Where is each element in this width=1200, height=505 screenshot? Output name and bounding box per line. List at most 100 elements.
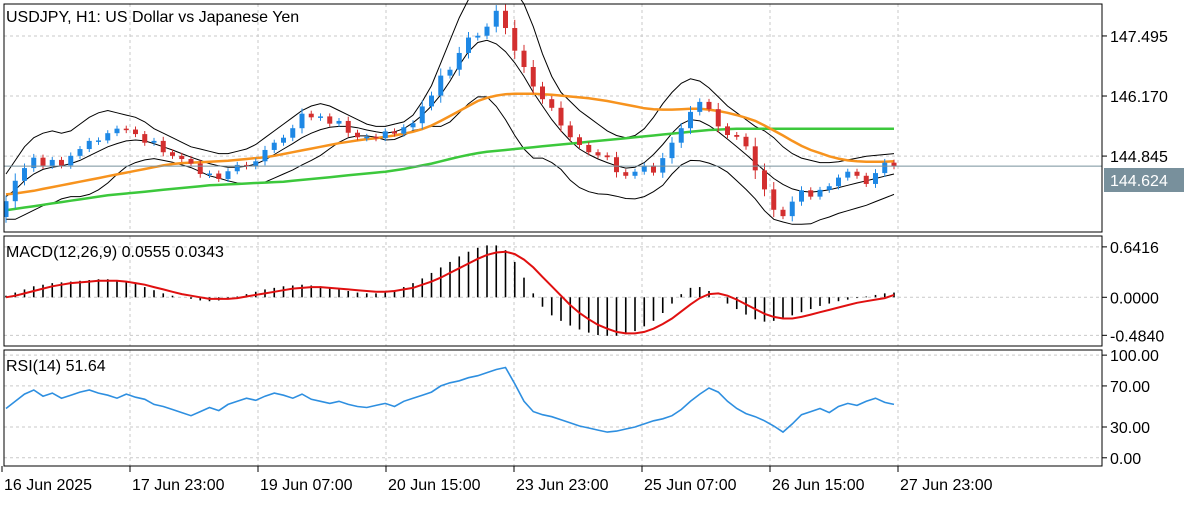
candlestick[interactable] <box>669 137 675 164</box>
candlestick[interactable] <box>234 161 240 175</box>
candlestick[interactable] <box>216 170 222 182</box>
candlestick[interactable] <box>540 81 545 104</box>
candlestick[interactable] <box>86 137 92 153</box>
candlestick[interactable] <box>697 98 703 116</box>
price-panel[interactable] <box>3 0 1103 225</box>
candlestick[interactable] <box>419 100 425 130</box>
candlestick[interactable] <box>734 131 740 140</box>
candlestick[interactable] <box>96 137 101 145</box>
candlestick[interactable] <box>151 137 157 146</box>
candlestick[interactable] <box>604 152 610 161</box>
candlestick[interactable] <box>401 124 407 137</box>
candlestick[interactable] <box>882 158 888 177</box>
candlestick[interactable] <box>706 98 712 113</box>
candlestick[interactable] <box>253 158 259 170</box>
candlestick[interactable] <box>651 162 656 176</box>
candlestick[interactable] <box>641 162 647 175</box>
candlestick[interactable] <box>290 124 296 142</box>
candlestick[interactable] <box>678 122 684 148</box>
candlestick[interactable] <box>503 4 508 35</box>
candlestick[interactable] <box>567 121 573 142</box>
candlestick[interactable] <box>817 186 823 200</box>
candlestick[interactable] <box>771 182 777 218</box>
candlestick[interactable] <box>40 154 46 169</box>
candlestick[interactable] <box>438 68 444 103</box>
candlestick[interactable] <box>142 130 148 146</box>
candlestick[interactable] <box>77 146 83 159</box>
candlestick[interactable] <box>521 44 527 73</box>
candlestick[interactable] <box>512 19 518 59</box>
candlestick[interactable] <box>271 139 277 153</box>
candlestick[interactable] <box>327 113 333 127</box>
candlestick[interactable] <box>863 172 869 187</box>
candlestick[interactable] <box>660 152 666 178</box>
candlestick[interactable] <box>382 128 388 142</box>
candlestick[interactable] <box>318 113 323 121</box>
candlestick[interactable] <box>623 169 629 179</box>
candlestick[interactable] <box>170 149 175 159</box>
candlestick[interactable] <box>105 130 111 144</box>
candlestick[interactable] <box>558 101 564 132</box>
candlestick[interactable] <box>799 186 804 206</box>
candlestick[interactable] <box>429 91 434 111</box>
candlestick[interactable] <box>891 159 897 170</box>
candlestick[interactable] <box>447 66 453 79</box>
candlestick[interactable] <box>123 125 129 134</box>
candlestick[interactable] <box>854 168 860 179</box>
candlestick[interactable] <box>197 159 203 178</box>
candlestick[interactable] <box>179 152 185 163</box>
candlestick[interactable] <box>12 173 18 209</box>
candlestick[interactable] <box>22 163 27 186</box>
candlestick[interactable] <box>3 195 9 223</box>
candlestick[interactable] <box>355 129 360 141</box>
candlestick[interactable] <box>595 149 601 159</box>
macd-panel[interactable] <box>5 245 895 336</box>
candlestick[interactable] <box>299 108 305 134</box>
candlestick[interactable] <box>826 183 832 193</box>
candlestick[interactable] <box>614 151 619 178</box>
candlestick[interactable] <box>752 137 758 180</box>
candlestick[interactable] <box>225 168 231 182</box>
candlestick[interactable] <box>262 145 268 166</box>
candlestick[interactable] <box>836 174 841 190</box>
candlestick[interactable] <box>114 125 120 137</box>
candlestick[interactable] <box>392 128 397 137</box>
candlestick[interactable] <box>410 120 416 131</box>
candlestick[interactable] <box>59 156 64 169</box>
candlestick[interactable] <box>308 110 314 121</box>
candlestick[interactable] <box>364 133 370 142</box>
candlestick[interactable] <box>577 134 582 148</box>
candlestick[interactable] <box>632 168 638 179</box>
candlestick[interactable] <box>466 31 471 59</box>
candlestick[interactable] <box>873 169 878 188</box>
candlestick[interactable] <box>780 206 786 220</box>
candlestick[interactable] <box>743 133 749 150</box>
candlestick[interactable] <box>456 46 462 76</box>
candlestick[interactable] <box>31 153 37 172</box>
candlestick[interactable] <box>188 156 194 167</box>
candlestick[interactable] <box>345 116 351 137</box>
candle-body <box>382 131 388 139</box>
rsi-panel[interactable] <box>5 366 895 434</box>
candlestick[interactable] <box>549 96 555 111</box>
candlestick[interactable] <box>789 196 795 222</box>
candlestick[interactable] <box>725 123 730 139</box>
candlestick[interactable] <box>586 141 592 156</box>
candlestick[interactable] <box>493 5 499 33</box>
candlestick[interactable] <box>530 59 536 94</box>
candlestick[interactable] <box>49 156 55 169</box>
candlestick[interactable] <box>373 133 379 142</box>
candlestick[interactable] <box>688 106 693 135</box>
candlestick[interactable] <box>336 117 342 127</box>
candlestick[interactable] <box>845 168 851 181</box>
candlestick[interactable] <box>160 136 166 157</box>
candlestick[interactable] <box>281 134 286 146</box>
candlestick[interactable] <box>808 187 814 200</box>
candlestick[interactable] <box>133 126 138 138</box>
candlestick[interactable] <box>207 170 212 179</box>
candlestick[interactable] <box>715 102 721 133</box>
rsi-axis-label: 100.00 <box>1110 348 1159 365</box>
candlestick[interactable] <box>484 23 490 39</box>
candlestick[interactable] <box>762 163 767 197</box>
candlestick[interactable] <box>475 32 481 41</box>
